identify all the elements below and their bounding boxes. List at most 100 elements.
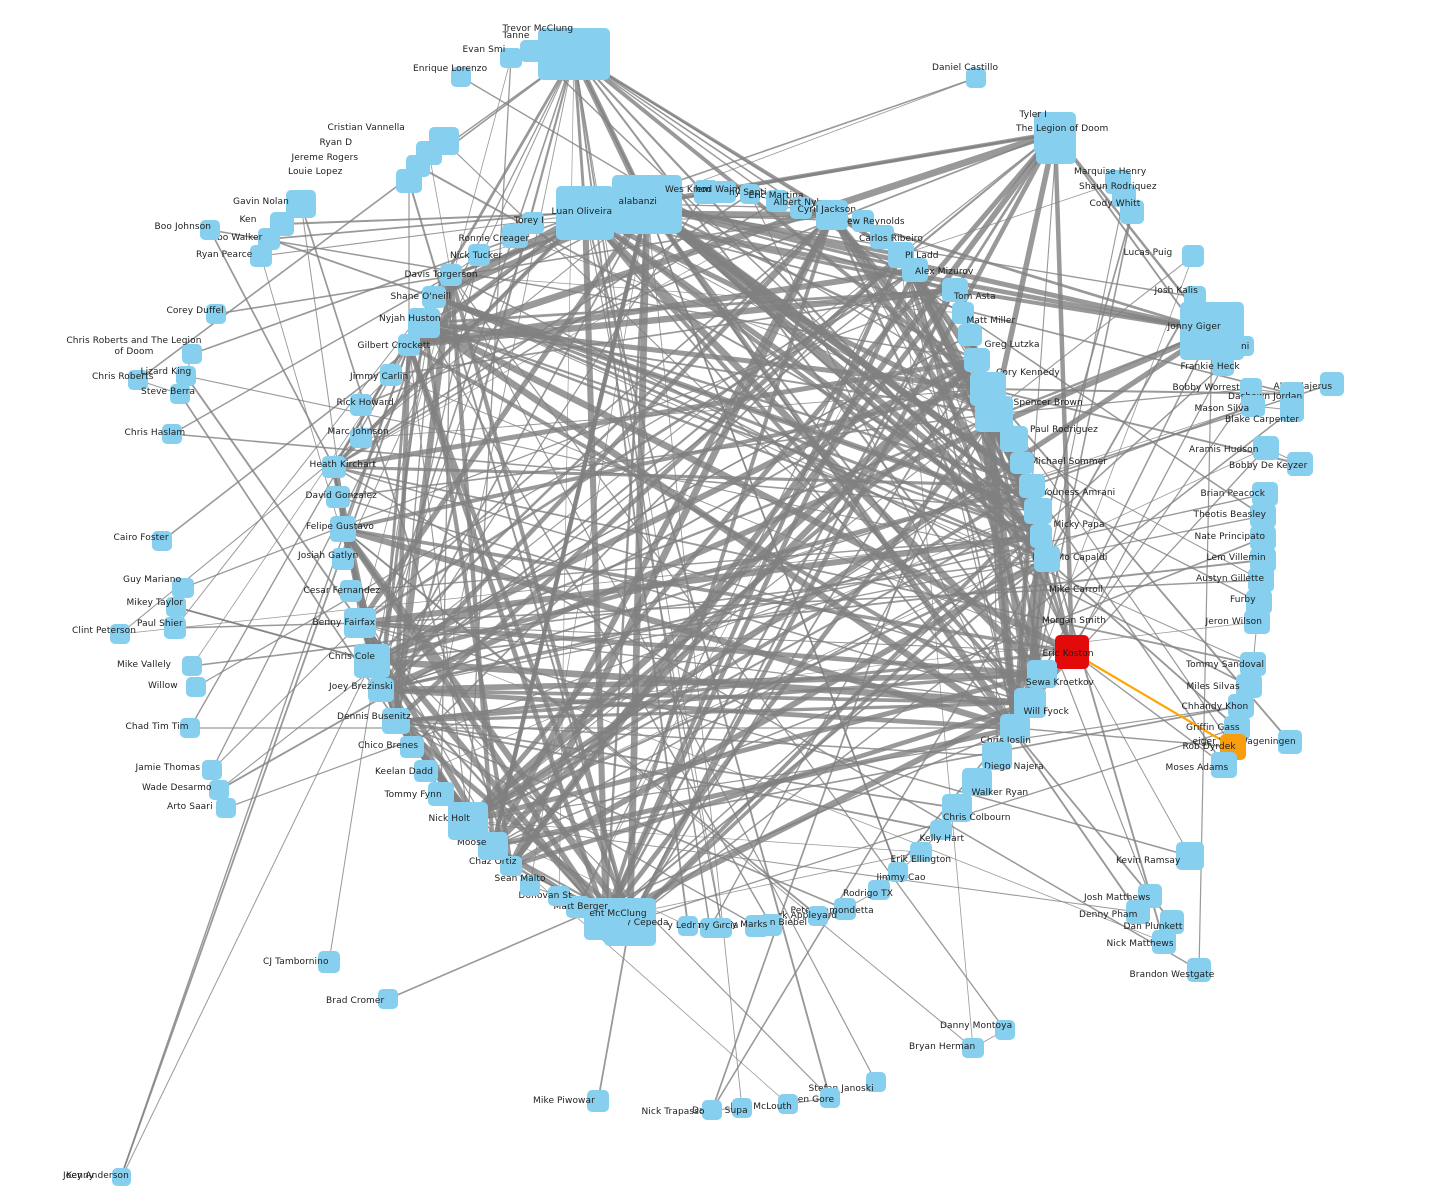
graph-node[interactable] [200,220,220,240]
graph-node[interactable] [1250,526,1276,550]
graph-node[interactable] [398,334,420,356]
graph-node[interactable] [1228,694,1254,718]
graph-node[interactable] [566,896,590,918]
graph-node[interactable] [958,324,982,346]
graph-node[interactable] [1036,124,1076,164]
graph-node[interactable] [326,486,350,508]
graph-node[interactable] [186,677,206,697]
graph-node[interactable] [778,1094,798,1114]
graph-node[interactable] [522,212,544,234]
graph-node[interactable] [164,617,186,639]
graph-node[interactable] [1126,900,1150,924]
graph-node[interactable] [962,1038,984,1058]
graph-node[interactable] [1055,635,1089,669]
graph-node[interactable] [700,918,720,938]
graph-node[interactable] [942,794,972,822]
graph-node[interactable] [1180,302,1244,360]
graph-node[interactable] [368,678,394,702]
graph-node[interactable] [808,906,828,926]
graph-node[interactable] [1176,842,1204,870]
graph-node[interactable] [422,286,446,308]
graph-node[interactable] [170,384,190,404]
graph-node[interactable] [1240,378,1262,400]
graph-node[interactable] [128,370,148,390]
graph-node[interactable] [400,736,424,758]
graph-node[interactable] [354,644,390,678]
graph-node[interactable] [712,181,736,203]
graph-node[interactable] [1120,200,1144,224]
graph-node[interactable] [1278,730,1302,754]
graph-node[interactable] [110,624,130,644]
graph-node[interactable] [902,258,928,282]
graph-node[interactable] [678,916,698,936]
graph-node[interactable] [428,782,454,806]
graph-node[interactable] [1320,372,1344,396]
graph-node[interactable] [1252,482,1278,506]
graph-node[interactable] [1182,245,1204,267]
graph-node[interactable] [448,802,488,840]
graph-node[interactable] [1241,395,1265,417]
graph-node[interactable] [1211,752,1237,778]
graph-node[interactable] [344,608,376,638]
graph-node[interactable] [216,798,236,818]
graph-node[interactable] [440,264,462,286]
graph-node[interactable] [1000,714,1030,742]
graph-node[interactable] [964,348,990,372]
graph-node[interactable] [382,708,410,734]
graph-node[interactable] [766,190,788,212]
graph-node[interactable] [414,760,438,782]
graph-node[interactable] [152,531,172,551]
graph-node[interactable] [1244,610,1270,634]
graph-node[interactable] [209,780,229,800]
graph-node[interactable] [962,768,992,796]
graph-node[interactable] [330,516,356,542]
graph-node[interactable] [702,1100,722,1120]
graph-node[interactable] [1212,356,1234,376]
graph-node[interactable] [1287,452,1313,476]
graph-node[interactable] [350,428,372,448]
graph-node[interactable] [868,880,890,900]
graph-node[interactable] [113,1168,131,1186]
graph-node[interactable] [332,548,354,570]
graph-node[interactable] [1034,546,1060,572]
graph-node[interactable] [451,67,471,87]
graph-node[interactable] [182,656,202,676]
graph-node[interactable] [556,186,614,240]
graph-node[interactable] [378,989,398,1009]
graph-node[interactable] [548,886,570,906]
graph-node[interactable] [1187,958,1211,982]
graph-node[interactable] [182,344,202,364]
graph-node[interactable] [538,28,610,80]
graph-node[interactable] [162,424,182,444]
graph-node[interactable] [740,184,760,204]
graph-node[interactable] [396,169,422,193]
graph-node[interactable] [206,304,226,324]
graph-node[interactable] [790,197,812,219]
graph-node[interactable] [468,244,490,266]
graph-node[interactable] [1030,524,1052,548]
graph-node[interactable] [1234,336,1254,356]
graph-node[interactable] [952,302,974,324]
graph-node[interactable] [745,915,769,937]
graph-node[interactable] [816,200,848,230]
graph-node[interactable] [966,68,986,88]
graph-node[interactable] [587,1090,609,1112]
graph-node[interactable] [584,898,628,940]
graph-node[interactable] [180,718,200,738]
graph-node[interactable] [202,760,222,780]
graph-node[interactable] [500,48,522,68]
graph-node[interactable] [408,308,440,338]
graph-node[interactable] [1000,426,1028,452]
graph-node[interactable] [1248,568,1274,592]
graph-node[interactable] [1010,452,1034,474]
graph-node[interactable] [172,578,194,598]
graph-node[interactable] [350,394,372,416]
graph-node[interactable] [1253,436,1279,460]
graph-node[interactable] [1250,504,1276,528]
graph-node[interactable] [1027,660,1057,688]
graph-node[interactable] [166,597,186,617]
graph-node[interactable] [866,1072,886,1092]
graph-node[interactable] [834,898,856,920]
graph-node[interactable] [614,178,680,234]
graph-node[interactable] [820,1088,840,1108]
